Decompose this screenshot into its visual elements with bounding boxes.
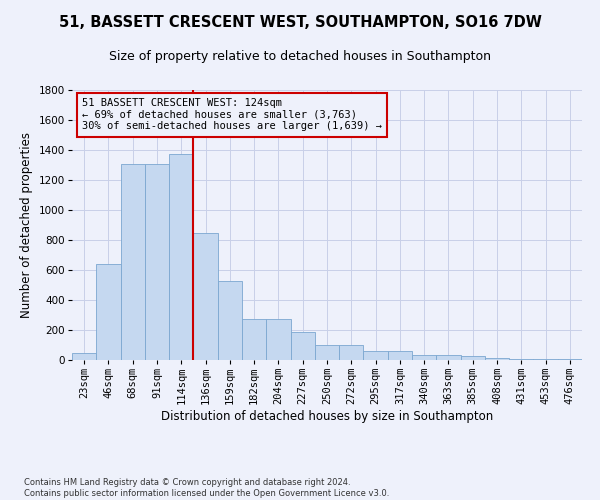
Bar: [509, 358, 533, 360]
Y-axis label: Number of detached properties: Number of detached properties: [20, 132, 33, 318]
Bar: [485, 358, 509, 360]
Text: Size of property relative to detached houses in Southampton: Size of property relative to detached ho…: [109, 50, 491, 63]
Bar: [412, 355, 436, 360]
Bar: [169, 154, 193, 360]
Bar: [339, 345, 364, 360]
Bar: [558, 358, 582, 360]
Bar: [533, 358, 558, 360]
Bar: [96, 264, 121, 360]
X-axis label: Distribution of detached houses by size in Southampton: Distribution of detached houses by size …: [161, 410, 493, 423]
Bar: [242, 319, 266, 360]
Bar: [315, 345, 339, 360]
Bar: [364, 351, 388, 360]
Bar: [193, 233, 218, 360]
Bar: [436, 355, 461, 360]
Bar: [72, 352, 96, 360]
Bar: [145, 164, 169, 360]
Bar: [218, 280, 242, 360]
Bar: [461, 356, 485, 360]
Bar: [121, 164, 145, 360]
Bar: [388, 351, 412, 360]
Bar: [290, 332, 315, 360]
Text: 51, BASSETT CRESCENT WEST, SOUTHAMPTON, SO16 7DW: 51, BASSETT CRESCENT WEST, SOUTHAMPTON, …: [59, 15, 541, 30]
Bar: [266, 319, 290, 360]
Text: 51 BASSETT CRESCENT WEST: 124sqm
← 69% of detached houses are smaller (3,763)
30: 51 BASSETT CRESCENT WEST: 124sqm ← 69% o…: [82, 98, 382, 132]
Text: Contains HM Land Registry data © Crown copyright and database right 2024.
Contai: Contains HM Land Registry data © Crown c…: [24, 478, 389, 498]
